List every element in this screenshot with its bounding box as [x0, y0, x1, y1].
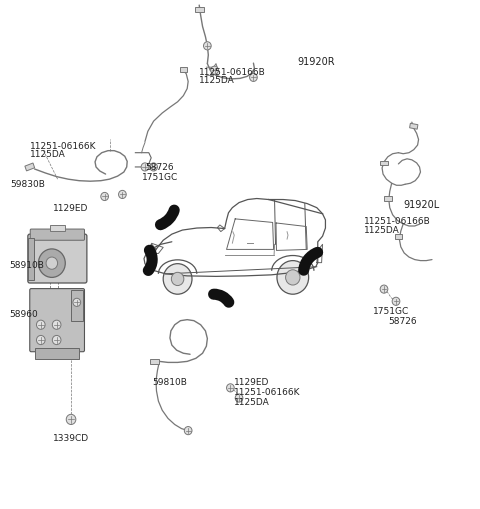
Text: 11251-06166B: 11251-06166B: [199, 68, 266, 77]
Circle shape: [380, 285, 388, 293]
Text: 1751GC: 1751GC: [142, 173, 178, 182]
Circle shape: [171, 272, 184, 286]
Text: 1125DA: 1125DA: [30, 150, 65, 159]
FancyBboxPatch shape: [30, 289, 84, 352]
Text: 11251-06166B: 11251-06166B: [364, 217, 431, 226]
Bar: [380, 160, 388, 165]
Circle shape: [101, 192, 108, 201]
Text: 1125DA: 1125DA: [234, 398, 270, 407]
Circle shape: [392, 297, 400, 305]
Circle shape: [73, 298, 81, 306]
Bar: [25, 163, 35, 171]
Circle shape: [119, 190, 126, 199]
Bar: [150, 359, 159, 364]
Circle shape: [36, 335, 45, 345]
Circle shape: [277, 261, 309, 294]
Circle shape: [46, 257, 58, 269]
Circle shape: [184, 427, 192, 435]
Circle shape: [204, 42, 211, 50]
Circle shape: [250, 73, 257, 81]
Text: 58960: 58960: [10, 310, 38, 319]
Text: 58726: 58726: [145, 163, 174, 173]
Circle shape: [36, 320, 45, 329]
FancyBboxPatch shape: [30, 229, 84, 240]
Text: 58726: 58726: [388, 317, 417, 326]
Text: 11251-06166K: 11251-06166K: [30, 142, 96, 151]
Text: 59810B: 59810B: [153, 378, 188, 387]
Text: 1125DA: 1125DA: [364, 225, 399, 235]
Text: 1129ED: 1129ED: [234, 378, 270, 387]
Text: 11251-06166K: 11251-06166K: [234, 388, 301, 398]
Circle shape: [52, 320, 61, 329]
Text: 1129ED: 1129ED: [53, 204, 88, 213]
Text: 59830B: 59830B: [11, 180, 46, 189]
Bar: [395, 234, 402, 239]
Text: 91920L: 91920L: [403, 200, 440, 210]
Bar: [50, 225, 65, 231]
Bar: [28, 238, 34, 280]
FancyBboxPatch shape: [28, 234, 87, 283]
Circle shape: [163, 264, 192, 294]
Bar: [195, 7, 204, 12]
Bar: [180, 67, 187, 72]
Circle shape: [286, 270, 300, 285]
Text: 58910B: 58910B: [10, 261, 45, 270]
Circle shape: [227, 384, 234, 392]
Bar: [71, 290, 83, 321]
Bar: [35, 348, 79, 359]
Circle shape: [141, 163, 149, 171]
Circle shape: [211, 66, 218, 74]
Text: 1339CD: 1339CD: [53, 434, 89, 443]
Circle shape: [66, 414, 76, 425]
Bar: [384, 196, 392, 201]
Circle shape: [38, 249, 65, 277]
Circle shape: [150, 163, 157, 171]
Text: 1751GC: 1751GC: [373, 307, 410, 316]
Text: 91920R: 91920R: [298, 57, 335, 67]
Circle shape: [235, 394, 243, 402]
Bar: [409, 123, 418, 129]
Text: 1125DA: 1125DA: [199, 76, 235, 85]
Circle shape: [52, 335, 61, 345]
